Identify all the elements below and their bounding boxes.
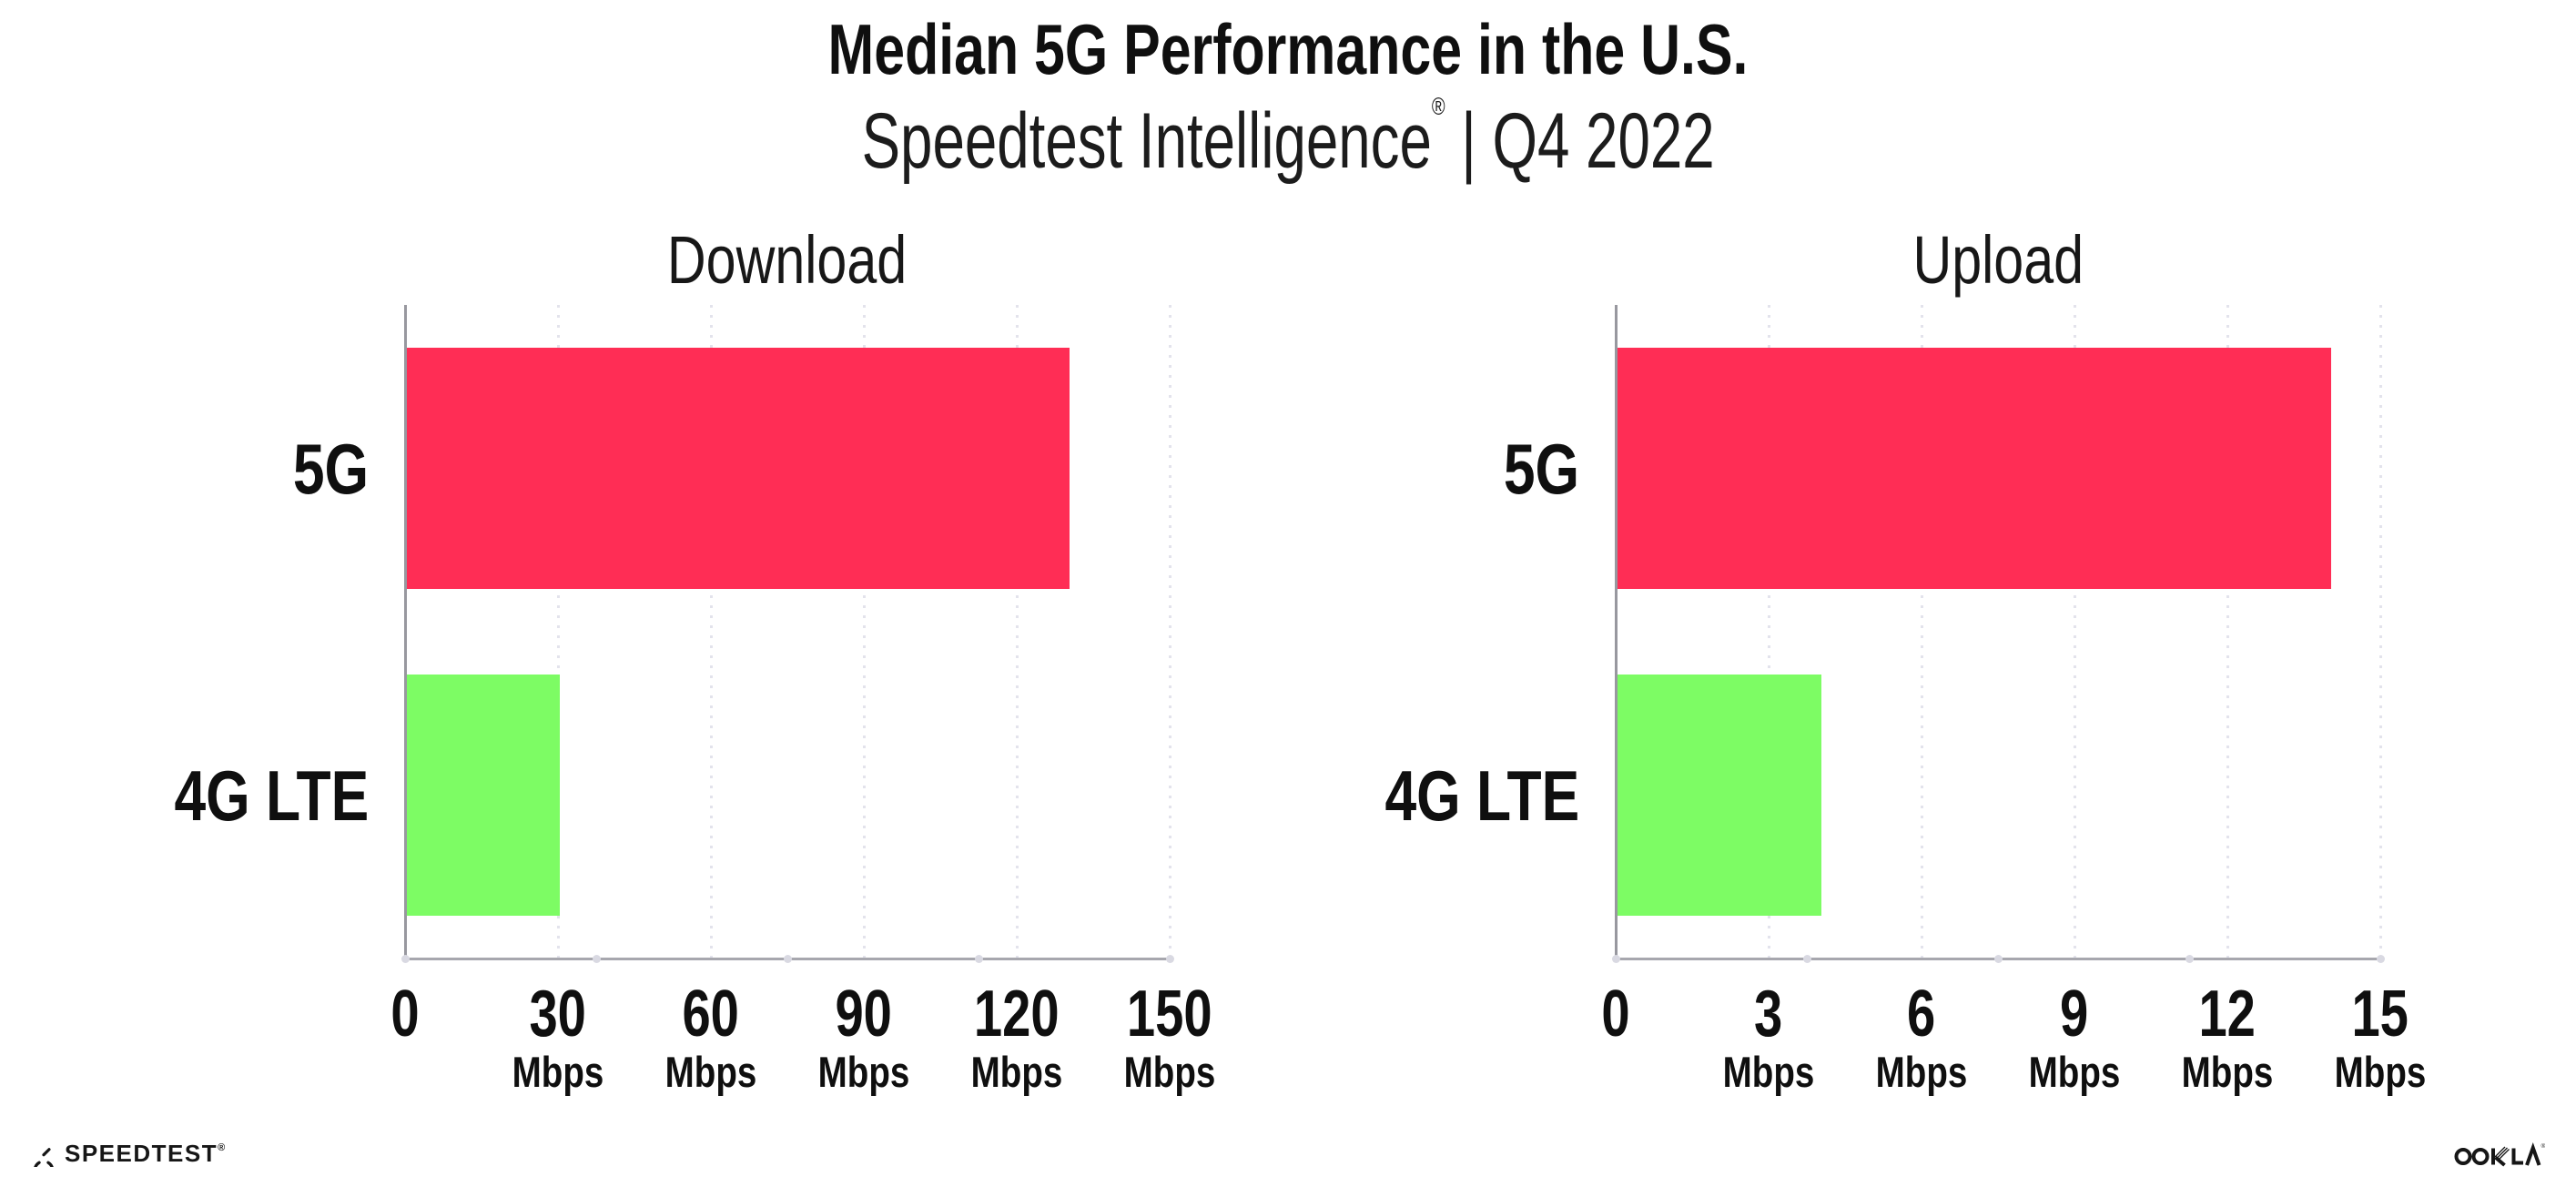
ookla-registered-mark: ® bbox=[2541, 1142, 2546, 1150]
tick-unit: Mbps bbox=[664, 1048, 757, 1096]
x-tick-label: 150 Mbps bbox=[1114, 981, 1226, 1093]
tick-value: 0 bbox=[390, 978, 420, 1050]
subtitle-brand: Speedtest Intelligence bbox=[861, 97, 1432, 185]
axis-tick-dot bbox=[1166, 955, 1174, 963]
tick-unit: Mbps bbox=[2181, 1048, 2274, 1096]
gridline bbox=[1921, 305, 1923, 959]
x-tick-label: 90 Mbps bbox=[808, 981, 920, 1093]
x-tick-label: 0 bbox=[1597, 981, 1634, 1047]
tick-unit: Mbps bbox=[2334, 1048, 2427, 1096]
x-tick-label: 15 Mbps bbox=[2325, 981, 2437, 1093]
speedtest-logo: SPEEDTEST® bbox=[31, 1140, 225, 1168]
axis-tick-dot bbox=[2186, 955, 2194, 963]
gridline bbox=[2379, 305, 2382, 959]
category-label-text: 4G LTE bbox=[1384, 755, 1579, 836]
gridline bbox=[2074, 305, 2076, 959]
speedtest-gauge-icon bbox=[34, 1147, 54, 1167]
bar-4g-lte bbox=[1618, 675, 1821, 916]
page-title: Median 5G Performance in the U.S. bbox=[0, 9, 2576, 89]
axis-tick-dot bbox=[975, 955, 983, 963]
category-label-text: 5G bbox=[292, 428, 369, 509]
tick-value: 9 bbox=[2060, 978, 2089, 1050]
x-tick-label: 30 Mbps bbox=[502, 981, 614, 1093]
category-label: 5G bbox=[1485, 433, 1579, 504]
gridline bbox=[2226, 305, 2229, 959]
gridline bbox=[1016, 305, 1019, 959]
category-label: 5G bbox=[274, 433, 369, 504]
tick-value: 3 bbox=[1754, 978, 1783, 1050]
tick-unit: Mbps bbox=[1722, 1048, 1815, 1096]
download-plot-area: 5G 4G LTE 0 30 Mbps 60 Mbps 90 Mbps 120 Mbps 150 Mbp… bbox=[174, 305, 1215, 1093]
subtitle-period: | Q4 2022 bbox=[1445, 97, 1715, 185]
bar-5g bbox=[407, 348, 1070, 589]
y-axis-spine bbox=[1615, 305, 1618, 959]
tick-value: 15 bbox=[2351, 978, 2409, 1050]
x-tick-label: 60 Mbps bbox=[655, 981, 767, 1093]
chart-title-download: Download bbox=[405, 221, 1170, 299]
speedtest-wordmark: SPEEDTEST® bbox=[65, 1140, 226, 1167]
tick-unit: Mbps bbox=[970, 1048, 1063, 1096]
gridline bbox=[1768, 305, 1770, 959]
ookla-logo: ® bbox=[2454, 1141, 2545, 1168]
category-label-text: 4G LTE bbox=[174, 755, 369, 836]
x-tick-label: 12 Mbps bbox=[2172, 981, 2284, 1093]
x-tick-label: 120 Mbps bbox=[961, 981, 1073, 1093]
tick-value: 30 bbox=[529, 978, 587, 1050]
axis-tick-dot bbox=[1612, 955, 1620, 963]
axis-tick-dot bbox=[1803, 955, 1811, 963]
category-label: 4G LTE bbox=[1336, 760, 1579, 831]
registered-mark: ® bbox=[1431, 93, 1445, 120]
gridline bbox=[1169, 305, 1171, 959]
tick-unit: Mbps bbox=[817, 1048, 910, 1096]
page-title-text: Median 5G Performance in the U.S. bbox=[827, 9, 1749, 89]
tick-value: 6 bbox=[1907, 978, 1936, 1050]
tick-value: 90 bbox=[835, 978, 893, 1050]
ookla-wordmark-icon: ® bbox=[2454, 1142, 2546, 1167]
gridline bbox=[557, 305, 560, 959]
axis-tick-dot bbox=[784, 955, 792, 963]
x-tick-label: 6 Mbps bbox=[1866, 981, 1978, 1093]
speedtest-registered-mark: ® bbox=[218, 1142, 226, 1153]
chart-title-text: Download bbox=[667, 222, 908, 298]
chart-title-text: Upload bbox=[1912, 222, 2084, 298]
axis-tick-dot bbox=[1994, 955, 2003, 963]
bar-5g bbox=[1618, 348, 2331, 589]
x-tick-label: 9 Mbps bbox=[2019, 981, 2131, 1093]
page-subtitle: Speedtest Intelligence® | Q4 2022 bbox=[0, 93, 2576, 185]
category-label: 4G LTE bbox=[126, 760, 369, 831]
tick-unit: Mbps bbox=[1875, 1048, 1968, 1096]
tick-unit: Mbps bbox=[2028, 1048, 2121, 1096]
axis-tick-dot bbox=[2377, 955, 2385, 963]
tick-value: 150 bbox=[1127, 978, 1212, 1050]
category-label-text: 5G bbox=[1503, 428, 1579, 509]
tick-value: 120 bbox=[974, 978, 1060, 1050]
y-axis-spine bbox=[404, 305, 407, 959]
axis-tick-dot bbox=[401, 955, 410, 963]
tick-unit: Mbps bbox=[1123, 1048, 1216, 1096]
gridline bbox=[710, 305, 713, 959]
gridline bbox=[863, 305, 866, 959]
tick-value: 60 bbox=[682, 978, 740, 1050]
tick-value: 0 bbox=[1601, 978, 1630, 1050]
tick-unit: Mbps bbox=[512, 1048, 604, 1096]
x-tick-label: 3 Mbps bbox=[1713, 981, 1825, 1093]
tick-value: 12 bbox=[2198, 978, 2257, 1050]
chart-title-upload: Upload bbox=[1616, 221, 2380, 299]
axis-tick-dot bbox=[593, 955, 601, 963]
bar-4g-lte bbox=[407, 675, 560, 916]
x-tick-label: 0 bbox=[387, 981, 423, 1047]
upload-plot-area: 5G 4G LTE 0 3 Mbps 6 Mbps 9 Mbps 12 Mbps 15 Mbps bbox=[1384, 305, 2426, 1093]
